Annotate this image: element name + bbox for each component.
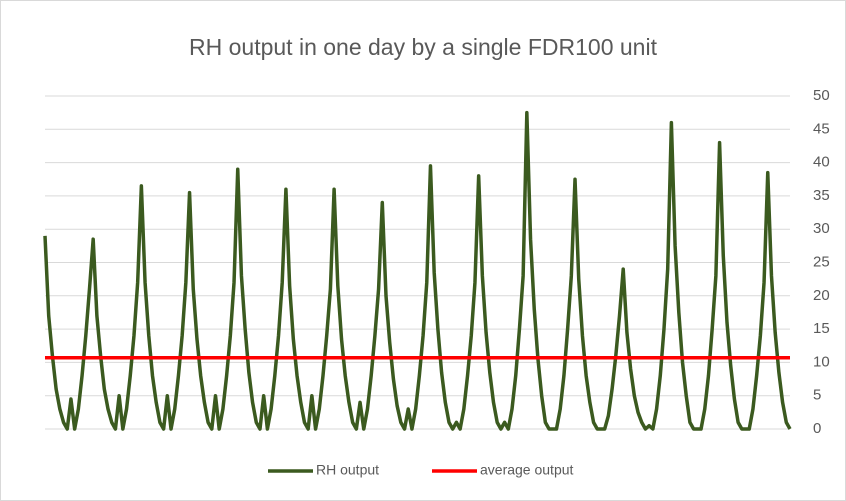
y-tick-label: 10	[813, 353, 830, 370]
y-tick-label: 15	[813, 320, 830, 337]
y-tick-label: 45	[813, 120, 830, 137]
data-line	[43, 110, 792, 431]
y-tick-label: 50	[813, 87, 830, 104]
y-tick-label: 20	[813, 287, 830, 304]
legend-label: RH output	[316, 462, 379, 478]
y-tick-label: 35	[813, 187, 830, 204]
y-tick-label: 0	[813, 420, 821, 437]
y-tick-label: 25	[813, 253, 830, 270]
legend-label: average output	[480, 462, 574, 478]
y-tick-label: 30	[813, 220, 830, 237]
chart-title: RH output in one day by a single FDR100 …	[189, 34, 658, 60]
y-tick-label: 40	[813, 154, 830, 171]
y-tick-label: 5	[813, 387, 821, 404]
